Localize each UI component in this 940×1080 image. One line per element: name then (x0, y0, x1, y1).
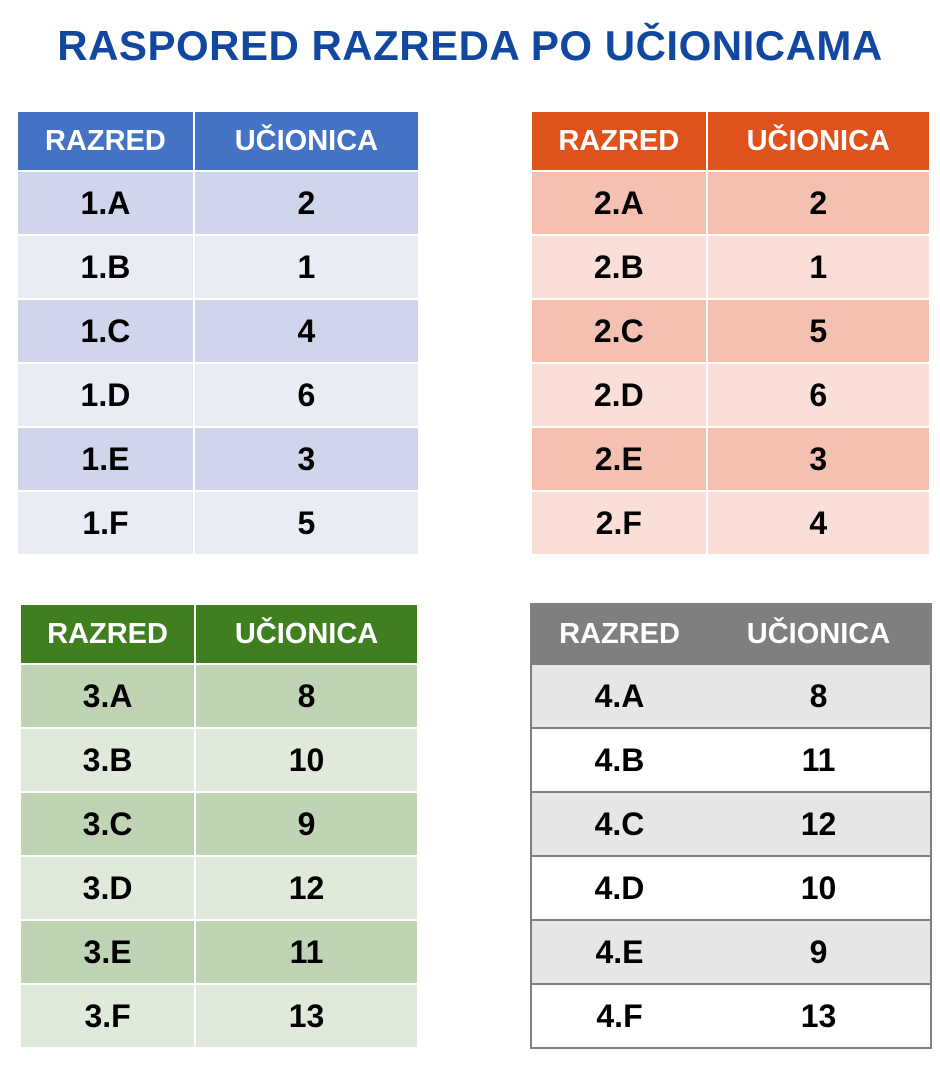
razred-cell: 1.A (16, 170, 195, 236)
table-header-row: RAZRED UČIONICA (16, 110, 421, 172)
razred-cell: 2.F (530, 490, 708, 556)
razred-cell: 2.E (530, 426, 708, 492)
razred-cell: 2.D (530, 362, 708, 428)
table-row: 4.E 9 (531, 919, 931, 984)
ucionica-cell: 2 (705, 170, 932, 236)
table-header-row: RAZRED UČIONICA (18, 603, 419, 665)
table-row: 1.A 2 (16, 170, 421, 236)
razred-cell: 2.A (530, 170, 708, 236)
razred-cell: 3.B (18, 727, 197, 793)
ucionica-cell: 9 (707, 919, 931, 984)
table-row: 4.D 10 (531, 855, 931, 920)
ucionica-cell: 8 (707, 663, 931, 728)
column-header-razred: RAZRED (18, 603, 197, 665)
razred-cell: 3.D (18, 855, 197, 921)
ucionica-cell: 4 (705, 490, 932, 556)
razred-cell: 3.A (18, 663, 197, 729)
table-header-row: RAZRED UČIONICA (531, 604, 931, 664)
ucionica-cell: 1 (705, 234, 932, 300)
table-row: 1.C 4 (16, 298, 421, 364)
razred-cell: 3.F (18, 983, 197, 1049)
table-grade-1: RAZRED UČIONICA 1.A 2 1.B 1 1.C 4 1.D 6 1.E 3… (16, 110, 421, 556)
ucionica-cell: 5 (705, 298, 932, 364)
ucionica-cell: 8 (194, 663, 419, 729)
ucionica-cell: 1 (192, 234, 421, 300)
razred-cell: 2.C (530, 298, 708, 364)
ucionica-cell: 13 (707, 983, 931, 1048)
column-header-ucionica: UČIONICA (192, 110, 421, 172)
table-grade-4: RAZRED UČIONICA 4.A 8 4.B 11 4.C 12 4.D 10 4… (530, 603, 932, 1049)
table-header-row: RAZRED UČIONICA (530, 110, 932, 172)
table-row: 1.D 6 (16, 362, 421, 428)
razred-cell: 4.F (531, 983, 707, 1048)
ucionica-cell: 3 (705, 426, 932, 492)
ucionica-cell: 11 (707, 727, 931, 792)
column-header-razred: RAZRED (530, 110, 708, 172)
ucionica-cell: 12 (194, 855, 419, 921)
ucionica-cell: 10 (707, 855, 931, 920)
ucionica-cell: 12 (707, 791, 931, 856)
ucionica-cell: 13 (194, 983, 419, 1049)
table-row: 1.B 1 (16, 234, 421, 300)
table-row: 4.B 11 (531, 727, 931, 792)
razred-cell: 1.C (16, 298, 195, 364)
razred-cell: 3.E (18, 919, 197, 985)
razred-cell: 4.E (531, 919, 707, 984)
razred-cell: 1.B (16, 234, 195, 300)
table-row: 2.B 1 (530, 234, 932, 300)
table-row: 3.E 11 (18, 919, 419, 985)
table-row: 4.F 13 (531, 983, 931, 1048)
table-row: 1.F 5 (16, 490, 421, 556)
column-header-razred: RAZRED (531, 604, 707, 664)
table-grade-2: RAZRED UČIONICA 2.A 2 2.B 1 2.C 5 2.D 6 2.E 3… (530, 110, 932, 556)
column-header-ucionica: UČIONICA (194, 603, 419, 665)
razred-cell: 1.F (16, 490, 195, 556)
razred-cell: 1.E (16, 426, 195, 492)
table-row: 4.A 8 (531, 663, 931, 728)
column-header-ucionica: UČIONICA (707, 604, 931, 664)
ucionica-cell: 5 (192, 490, 421, 556)
table-row: 2.E 3 (530, 426, 932, 492)
razred-cell: 4.B (531, 727, 707, 792)
ucionica-cell: 3 (192, 426, 421, 492)
table-row: 2.C 5 (530, 298, 932, 364)
razred-cell: 4.C (531, 791, 707, 856)
ucionica-cell: 6 (705, 362, 932, 428)
razred-cell: 3.C (18, 791, 197, 857)
ucionica-cell: 2 (192, 170, 421, 236)
column-header-razred: RAZRED (16, 110, 195, 172)
ucionica-cell: 10 (194, 727, 419, 793)
table-row: 2.A 2 (530, 170, 932, 236)
table-row: 3.C 9 (18, 791, 419, 857)
table-row: 1.E 3 (16, 426, 421, 492)
ucionica-cell: 11 (194, 919, 419, 985)
table-grade-3: RAZRED UČIONICA 3.A 8 3.B 10 3.C 9 3.D 12 3.… (18, 603, 419, 1049)
razred-cell: 1.D (16, 362, 195, 428)
table-row: 3.F 13 (18, 983, 419, 1049)
ucionica-cell: 6 (192, 362, 421, 428)
page-title: RASPORED RAZREDA PO UČIONICAMA (57, 22, 883, 69)
razred-cell: 2.B (530, 234, 708, 300)
table-row: 3.D 12 (18, 855, 419, 921)
razred-cell: 4.A (531, 663, 707, 728)
table-row: 2.D 6 (530, 362, 932, 428)
table-row: 3.A 8 (18, 663, 419, 729)
razred-cell: 4.D (531, 855, 707, 920)
ucionica-cell: 4 (192, 298, 421, 364)
table-row: 2.F 4 (530, 490, 932, 556)
column-header-ucionica: UČIONICA (705, 110, 932, 172)
table-row: 4.C 12 (531, 791, 931, 856)
ucionica-cell: 9 (194, 791, 419, 857)
table-row: 3.B 10 (18, 727, 419, 793)
